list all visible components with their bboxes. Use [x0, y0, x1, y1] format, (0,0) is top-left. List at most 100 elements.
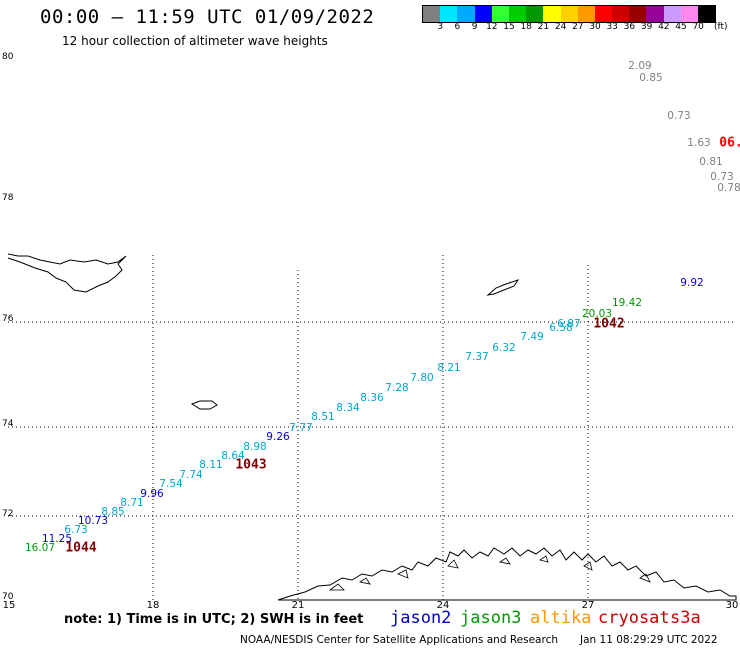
wave-height-label: 8.21	[437, 362, 461, 374]
pressure-label: 1042	[593, 316, 625, 332]
color-scale-label: 6	[454, 22, 461, 32]
wave-height-label: 6.73	[64, 524, 88, 536]
wave-height-label: 0.85	[639, 72, 663, 84]
lat-label-80: 80	[2, 52, 14, 62]
color-scale-label: 18	[520, 22, 532, 32]
color-swatch	[612, 6, 630, 22]
wave-height-label: 9.92	[680, 277, 704, 289]
lat-label-72: 72	[2, 509, 14, 519]
wave-height-label: 10.73	[77, 515, 109, 527]
satellite-legend-altika: altika	[530, 608, 592, 628]
lon-label-24: 24	[436, 600, 450, 611]
wave-height-label: 0.81	[699, 156, 723, 168]
wave-height-label: 8.64	[221, 450, 245, 462]
map-subtitle: 12 hour collection of altimeter wave hei…	[62, 34, 328, 48]
wave-height-label: 7.74	[179, 469, 203, 481]
color-swatch	[457, 6, 475, 22]
color-swatch	[680, 6, 698, 22]
color-scale-label: 39	[640, 22, 653, 32]
lon-label-30: 30	[725, 600, 739, 611]
wave-height-label: 20.03	[581, 308, 613, 320]
color-scale-label: 70	[692, 22, 704, 32]
lat-label-78: 78	[2, 193, 14, 203]
lat-label-76: 76	[2, 314, 14, 324]
footer-credit: NOAA/NESDIS Center for Satellite Applica…	[240, 634, 558, 646]
color-scale-label: 42	[658, 22, 670, 32]
color-swatch	[560, 6, 578, 22]
color-scale-label: 9	[471, 22, 478, 32]
color-scale-label: 15	[503, 22, 515, 32]
color-scale-label: 27	[572, 22, 584, 32]
color-swatch	[663, 6, 681, 22]
norway-coastline	[277, 547, 737, 601]
color-scale-label: 3	[437, 22, 444, 32]
color-scale-label: 30	[589, 22, 601, 32]
wave-height-label: 0.73	[710, 171, 734, 183]
satellite-legend-jason2: jason2	[390, 608, 452, 628]
footer-note: note: 1) Time is in UTC; 2) SWH is in fe…	[64, 612, 364, 627]
color-swatch	[577, 6, 595, 22]
wave-height-label: 9.96	[140, 488, 164, 500]
bear-island-coastline	[190, 400, 218, 410]
color-scale-label: 33	[606, 22, 618, 32]
color-scale-label: 45	[675, 22, 687, 32]
wave-height-label: 0.73	[667, 110, 691, 122]
color-scale-label: 36	[623, 22, 636, 32]
color-scale-labels: (ft) 3 6 9 12 15 18 21 24 27 30 33 36 39 42 45 70	[422, 22, 740, 34]
color-swatch	[491, 6, 509, 22]
wave-height-label: 7.80	[410, 372, 434, 384]
wave-height-label: 7.49	[520, 331, 544, 343]
color-swatch	[629, 6, 647, 22]
wave-height-label: 7.37	[465, 351, 489, 363]
wave-height-label: 11.25	[41, 533, 73, 545]
wave-height-label: 7.54	[159, 478, 183, 490]
lon-label-15: 15	[2, 600, 16, 611]
color-scale-unit: (ft)	[714, 22, 728, 32]
color-scale-label: 12	[486, 22, 498, 32]
wave-height-label: 8.85	[101, 506, 125, 518]
wave-height-label: 6.58	[549, 322, 573, 334]
color-swatch	[508, 6, 527, 22]
wave-height-label: 9.26	[266, 431, 290, 443]
lat-label-74: 74	[2, 419, 14, 429]
satellite-legend-cryosat: cryosat	[598, 608, 670, 628]
color-swatch	[474, 6, 492, 22]
wave-height-label: 19.42	[611, 297, 643, 309]
color-swatch	[526, 6, 544, 22]
wave-height-label: 6.32	[492, 342, 516, 354]
map-title: 00:00 – 11:59 UTC 01/09/2022	[40, 6, 375, 28]
wave-height-label: 8.11	[199, 459, 223, 471]
wave-height-label: 0.78	[717, 182, 740, 194]
svalbard-coastline	[7, 253, 127, 293]
satellite-legend-s3a: s3a	[670, 608, 701, 628]
wave-height-label: 8.51	[311, 411, 335, 423]
wave-height-label: 8.98	[243, 441, 267, 453]
island-coastline	[486, 279, 520, 296]
wave-height-label: 8.34	[336, 402, 360, 414]
color-scale-label: 21	[537, 22, 550, 32]
lon-label-27: 27	[581, 600, 595, 611]
wave-height-label: 16.07	[24, 542, 56, 554]
color-swatch	[423, 6, 441, 22]
lat-label-70: 70	[2, 592, 14, 602]
satellite-legend-jason3: jason3	[460, 608, 522, 628]
wave-height-label: 7.77	[289, 422, 313, 434]
color-swatch	[594, 6, 613, 22]
wave-height-label: 8.71	[120, 497, 144, 509]
pressure-label: 1043	[235, 457, 267, 473]
color-swatch	[646, 6, 664, 22]
color-swatch	[543, 6, 561, 22]
pressure-label: 1044	[65, 540, 97, 556]
lon-label-21: 21	[291, 600, 305, 611]
wave-height-label: 8.36	[360, 392, 384, 404]
color-scale-label: 24	[554, 22, 567, 32]
footer-timestamp: Jan 11 08:29:29 UTC 2022	[580, 634, 718, 646]
color-swatch	[440, 6, 458, 22]
wave-height-label: 6.87	[557, 318, 581, 330]
color-scale-bar	[422, 5, 717, 23]
pressure-label: 06.	[719, 135, 740, 151]
wave-height-label: 1.63	[687, 137, 711, 149]
wave-height-label: 7.28	[385, 382, 409, 394]
color-swatch	[698, 6, 716, 22]
